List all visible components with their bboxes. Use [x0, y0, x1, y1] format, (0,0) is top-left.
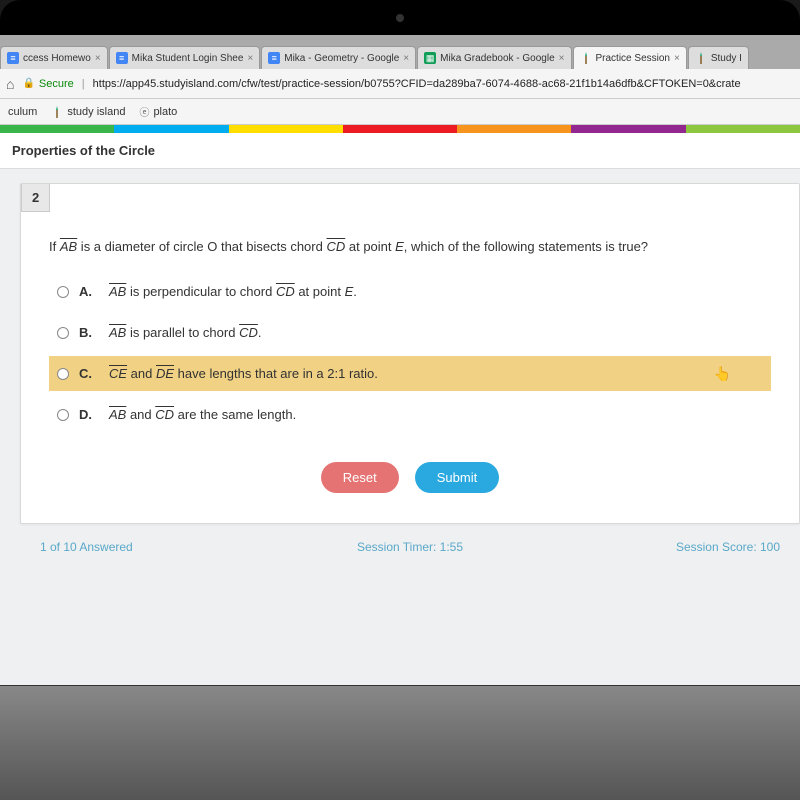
radio-c[interactable] — [57, 368, 69, 380]
question-card: 2 If AB is a diameter of circle O that b… — [20, 183, 800, 524]
secure-badge: 🔒 Secure — [22, 78, 73, 90]
bookmark-label: culum — [8, 106, 37, 118]
answer-choices: A. AB is perpendicular to chord CD at po… — [49, 274, 771, 432]
radio-d[interactable] — [57, 409, 69, 421]
status-bar: 1 of 10 Answered Session Timer: 1:55 Ses… — [20, 524, 800, 554]
study-island-icon — [51, 106, 63, 118]
bookmark-culum[interactable]: culum — [8, 106, 37, 118]
tab-gradebook[interactable]: ▦ Mika Gradebook - Google × — [417, 46, 571, 69]
bookmark-study-island[interactable]: study island — [51, 106, 125, 118]
close-icon[interactable]: × — [247, 53, 253, 64]
address-bar: ⌂ 🔒 Secure | https://app45.studyisland.c… — [0, 69, 800, 99]
page-title: Properties of the Circle — [0, 133, 800, 169]
bookmark-plato[interactable]: ⓔ plato — [139, 104, 177, 119]
choice-a[interactable]: A. AB is perpendicular to chord CD at po… — [49, 274, 771, 309]
choice-letter: D. — [79, 407, 97, 422]
laptop-keyboard — [0, 685, 800, 800]
choice-b[interactable]: B. AB is parallel to chord CD. — [49, 315, 771, 350]
webcam-dot — [396, 14, 404, 22]
tab-label: Mika Gradebook - Google — [440, 53, 555, 64]
bookmark-label: plato — [153, 106, 177, 118]
choice-text: AB and CD are the same length. — [109, 407, 763, 422]
laptop-bezel: ≡ ccess Homewo × ≡ Mika Student Login Sh… — [0, 0, 800, 800]
reset-button[interactable]: Reset — [321, 462, 399, 493]
choice-letter: B. — [79, 325, 97, 340]
choice-text: CE and DE have lengths that are in a 2:1… — [109, 366, 763, 381]
bookmarks-bar: culum study island ⓔ plato — [0, 99, 800, 125]
favicon-icon: ≡ — [116, 52, 128, 64]
question-number-tab: 2 — [21, 184, 50, 212]
tab-label: Mika - Geometry - Google — [284, 53, 399, 64]
action-buttons: Reset Submit — [49, 462, 771, 493]
url-text[interactable]: https://app45.studyisland.com/cfw/test/p… — [93, 78, 794, 90]
secure-label: Secure — [39, 78, 74, 90]
tab-geometry[interactable]: ≡ Mika - Geometry - Google × — [261, 46, 416, 69]
favicon-icon: ≡ — [268, 52, 280, 64]
choice-text: AB is perpendicular to chord CD at point… — [109, 284, 763, 299]
content-area: 2 If AB is a diameter of circle O that b… — [0, 169, 800, 685]
choice-d[interactable]: D. AB and CD are the same length. — [49, 397, 771, 432]
laptop-screen: ≡ ccess Homewo × ≡ Mika Student Login Sh… — [0, 35, 800, 685]
tab-label: Practice Session — [596, 53, 670, 64]
status-timer: Session Timer: 1:55 — [287, 540, 534, 554]
radio-b[interactable] — [57, 327, 69, 339]
home-icon[interactable]: ⌂ — [6, 76, 14, 92]
globe-icon: ⓔ — [139, 104, 149, 119]
close-icon[interactable]: × — [403, 53, 409, 64]
bookmark-label: study island — [67, 106, 125, 118]
tab-homework[interactable]: ≡ ccess Homewo × — [0, 46, 108, 69]
status-score: Session Score: 100 — [533, 540, 780, 554]
favicon-icon: ▦ — [424, 52, 436, 64]
tab-study[interactable]: Study I — [688, 46, 749, 69]
rainbow-divider — [0, 125, 800, 133]
question-stem: If AB is a diameter of circle O that bis… — [49, 238, 771, 256]
choice-text: AB is parallel to chord CD. — [109, 325, 763, 340]
tab-login-sheet[interactable]: ≡ Mika Student Login Shee × — [109, 46, 261, 69]
tab-label: Study I — [711, 53, 742, 64]
tab-label: Mika Student Login Shee — [132, 53, 244, 64]
close-icon[interactable]: × — [674, 53, 680, 64]
lock-icon: 🔒 — [22, 78, 34, 89]
radio-a[interactable] — [57, 286, 69, 298]
url-separator: | — [82, 78, 85, 90]
browser-tab-bar: ≡ ccess Homewo × ≡ Mika Student Login Sh… — [0, 35, 800, 69]
close-icon[interactable]: × — [559, 53, 565, 64]
tab-practice-session[interactable]: Practice Session × — [573, 46, 687, 69]
close-icon[interactable]: × — [95, 53, 101, 64]
choice-letter: A. — [79, 284, 97, 299]
question-body: If AB is a diameter of circle O that bis… — [21, 212, 799, 501]
choice-letter: C. — [79, 366, 97, 381]
status-answered: 1 of 10 Answered — [40, 540, 287, 554]
study-island-icon — [580, 52, 592, 64]
submit-button[interactable]: Submit — [415, 462, 499, 493]
choice-c[interactable]: C. CE and DE have lengths that are in a … — [49, 356, 771, 391]
favicon-icon: ≡ — [7, 52, 19, 64]
tab-label: ccess Homewo — [23, 53, 91, 64]
pointer-cursor-icon: 👆 — [714, 365, 731, 382]
study-island-icon — [695, 52, 707, 64]
